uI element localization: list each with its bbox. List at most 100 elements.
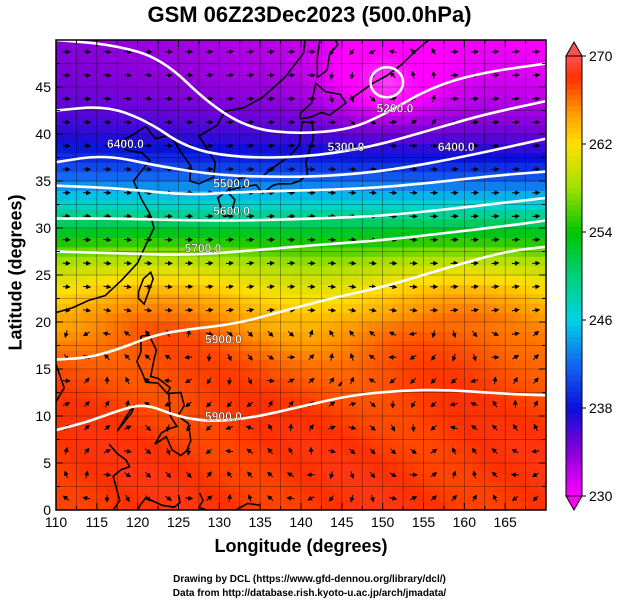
field-cell <box>252 284 261 295</box>
field-cell <box>407 331 416 342</box>
field-cell <box>448 115 457 126</box>
field-cell <box>309 322 318 332</box>
field-cell <box>529 181 539 191</box>
field-cell <box>252 115 261 126</box>
field-cell <box>154 500 163 510</box>
field-cell <box>325 491 335 502</box>
field-cell <box>341 40 351 50</box>
field-cell <box>203 49 212 60</box>
field-cell <box>505 143 514 154</box>
field-cell <box>56 162 65 173</box>
colorbar-band <box>566 375 582 381</box>
field-cell <box>235 96 245 107</box>
field-cell <box>96 265 106 276</box>
field-cell <box>480 312 490 323</box>
field-cell <box>448 397 457 408</box>
field-cell <box>121 275 131 285</box>
field-cell <box>301 143 310 154</box>
field-cell <box>260 49 269 60</box>
field-cell <box>472 87 482 97</box>
field-cell <box>529 256 539 267</box>
wind-arrow <box>348 307 357 313</box>
field-cell <box>464 472 474 483</box>
field-cell <box>227 124 237 135</box>
field-cell <box>480 228 490 238</box>
field-cell <box>162 124 171 135</box>
y-tick-label: 10 <box>35 408 51 424</box>
field-cell <box>464 265 474 276</box>
field-cell <box>252 359 261 370</box>
field-cell <box>423 87 433 97</box>
field-cell <box>537 143 546 154</box>
field-cell <box>415 228 425 238</box>
colorbar-band <box>566 457 582 464</box>
field-cell <box>88 218 98 229</box>
colorbar-band <box>566 430 582 436</box>
field-cell <box>235 453 245 464</box>
field-cell <box>472 134 482 144</box>
field-cell <box>80 406 90 417</box>
wind-arrow <box>532 354 540 361</box>
field-cell <box>268 49 278 60</box>
field-cell <box>162 275 171 285</box>
field-cell <box>284 40 294 50</box>
wind-arrow <box>103 237 112 243</box>
field-cell <box>415 350 425 361</box>
field-cell <box>243 96 253 107</box>
field-cell <box>456 303 465 314</box>
colorbar-tick-label: 230 <box>589 488 613 504</box>
field-cell <box>358 359 367 370</box>
field-cell <box>407 500 416 510</box>
y-tick-label: 40 <box>35 126 51 142</box>
field-cell <box>56 331 65 342</box>
wind-arrow <box>103 143 112 149</box>
colorbar-band <box>566 485 582 491</box>
field-cell <box>366 190 376 201</box>
field-cell <box>243 209 253 220</box>
field-cell <box>505 369 514 379</box>
field-cell <box>480 350 490 361</box>
field-cell <box>350 181 359 191</box>
field-cell <box>113 58 122 69</box>
field-cell <box>96 491 106 502</box>
wind-arrow <box>246 260 255 266</box>
field-cell <box>358 369 367 379</box>
wind-arrow <box>511 449 519 454</box>
wind-arrow <box>226 307 234 313</box>
field-cell <box>162 134 171 144</box>
field-cell <box>456 209 465 220</box>
field-cell <box>137 444 147 455</box>
field-cell <box>260 134 269 144</box>
field-cell <box>64 162 73 173</box>
field-cell <box>341 378 351 389</box>
colorbar-band <box>566 342 582 348</box>
colorbar-frame <box>565 55 583 497</box>
field-cell <box>464 350 474 361</box>
field-cell <box>431 303 441 314</box>
field-cell <box>243 275 253 285</box>
field-cell <box>162 87 171 97</box>
field-cell <box>309 378 318 389</box>
coastline-segment <box>56 364 66 403</box>
field-cell <box>268 425 278 436</box>
field-cell <box>252 162 261 173</box>
field-cell <box>390 359 400 370</box>
field-cell <box>178 416 188 426</box>
field-cell <box>227 444 237 455</box>
field-cell <box>301 500 310 510</box>
field-cell <box>186 312 196 323</box>
field-cell <box>252 491 261 502</box>
field-cell <box>488 491 498 502</box>
field-cell <box>415 162 425 173</box>
field-cell <box>358 124 367 135</box>
wind-arrow <box>368 354 376 360</box>
field-cell <box>374 284 384 295</box>
field-cell <box>154 265 163 276</box>
colorbar-top-triangle <box>565 40 583 57</box>
field-cell <box>382 40 392 50</box>
wind-arrow <box>163 378 172 384</box>
field-cell <box>325 444 335 455</box>
field-cell <box>113 322 122 332</box>
field-cell <box>129 444 139 455</box>
field-cell <box>96 425 106 436</box>
